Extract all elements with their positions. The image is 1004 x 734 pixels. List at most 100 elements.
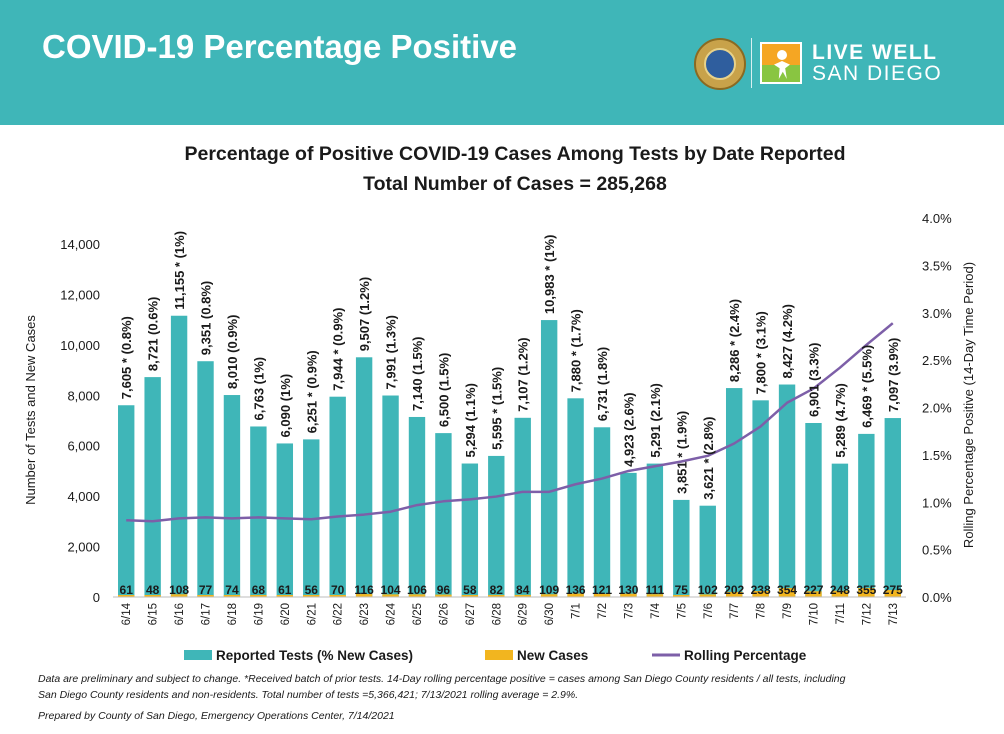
new-cases-bar [435, 594, 452, 597]
y2-tick-label: 3.0% [922, 306, 952, 321]
new-cases-bar [461, 595, 479, 597]
x-tick-label: 7/8 [756, 603, 768, 619]
y2-tick-label: 0.0% [922, 590, 952, 605]
x-tick-label: 6/24 [386, 602, 398, 625]
new-cases-bar [303, 595, 320, 597]
tests-bar [884, 418, 901, 597]
new-cases-data-label: 48 [146, 583, 160, 597]
x-tick-label: 6/17 [201, 603, 213, 625]
y2-tick-label: 1.0% [922, 495, 952, 510]
tests-data-label: 7,605 * (0.8%) [119, 316, 134, 399]
chart-area: Number of Tests and New Cases Rolling Pe… [23, 211, 976, 663]
new-cases-bar [778, 588, 796, 597]
tests-bar [435, 433, 452, 597]
tests-bar [355, 357, 373, 597]
tests-bar [514, 417, 531, 597]
tests-data-label: 8,427 (4.2%) [780, 304, 795, 378]
tests-bar [408, 416, 426, 597]
x-tick-label: 6/14 [121, 602, 133, 625]
x-tick-label: 6/18 [227, 603, 239, 625]
x-tick-label: 7/1 [571, 603, 583, 619]
tests-bar [620, 472, 637, 597]
chart-title: Percentage of Positive COVID-19 Cases Am… [184, 143, 846, 165]
tests-data-label: 7,097 (3.9%) [886, 338, 901, 412]
new-cases-bar [593, 593, 611, 597]
new-cases-data-label: 61 [278, 583, 292, 597]
x-tick-label: 6/15 [148, 603, 160, 625]
y2-tick-label: 1.5% [922, 448, 952, 463]
new-cases-bar [250, 595, 267, 597]
x-tick-label: 7/11 [835, 603, 847, 625]
rolling-percentage-line [126, 322, 894, 523]
new-cases-bar [858, 588, 875, 597]
tests-data-label: 6,251 * (0.9%) [304, 350, 319, 433]
new-cases-data-label: 238 [751, 583, 771, 597]
tests-data-label: 11,155 * (1%) [172, 231, 187, 310]
x-tick-label: 7/3 [623, 603, 635, 619]
x-tick-label: 6/26 [438, 603, 450, 625]
y2-tick-label: 0.5% [922, 543, 952, 558]
x-tick-label: 6/20 [280, 603, 292, 625]
tests-bar [778, 384, 796, 597]
header-banner: COVID-19 Percentage Positive LIVE WELL S… [0, 0, 1004, 125]
tests-data-label: 7,140 (1.5%) [410, 337, 425, 411]
x-tick-label: 6/21 [306, 603, 318, 625]
x-tick-label: 6/29 [518, 603, 530, 625]
new-cases-bar [355, 594, 373, 597]
new-cases-data-label: 75 [675, 583, 689, 597]
new-cases-data-label: 116 [354, 583, 374, 597]
tests-bar [646, 463, 664, 597]
logo-text-line1: LIVE WELL [812, 41, 938, 64]
tests-bar [488, 455, 505, 597]
new-cases-data-label: 70 [331, 583, 345, 597]
new-cases-data-label: 61 [120, 583, 134, 597]
new-cases-bar [725, 591, 743, 597]
new-cases-bar [831, 590, 849, 597]
tests-bar [831, 463, 849, 597]
new-cases-data-label: 248 [830, 583, 850, 597]
legend-swatch-new-cases [485, 650, 513, 660]
footnote-line-2: San Diego County residents and non-resid… [38, 689, 579, 701]
tests-bar [118, 405, 135, 597]
new-cases-data-label: 104 [381, 583, 401, 597]
page-title: COVID-19 Percentage Positive [42, 28, 518, 65]
tests-data-label: 4,923 (2.6%) [621, 392, 636, 466]
y-tick-label: 4,000 [67, 489, 100, 504]
tests-data-label: 6,763 (1%) [251, 357, 266, 421]
y-tick-label: 0 [93, 590, 100, 605]
tests-bar [461, 463, 479, 597]
tests-data-label: 7,944 * (0.9%) [331, 308, 346, 391]
new-cases-bar [805, 591, 822, 597]
y-tick-label: 10,000 [60, 338, 100, 353]
x-tick-label: 6/19 [253, 603, 265, 625]
y2-axis-label: Rolling Percentage Positive (14-Day Time… [961, 262, 976, 548]
new-cases-bar [382, 594, 399, 597]
new-cases-data-label: 102 [698, 583, 718, 597]
x-tick-label: 6/22 [333, 603, 345, 625]
new-cases-bar [144, 595, 161, 597]
tests-data-label: 5,289 (4.7%) [833, 383, 848, 457]
new-cases-data-label: 84 [516, 583, 530, 597]
logo-divider [751, 38, 752, 88]
footnote-line-1: Data are preliminary and subject to chan… [38, 673, 846, 685]
tests-bar [276, 443, 294, 597]
legend-label-tests: Reported Tests (% New Cases) [216, 648, 413, 663]
legend-label-new-cases: New Cases [517, 648, 588, 663]
x-tick-label: 7/13 [888, 603, 900, 625]
y2-tick-label: 2.5% [922, 353, 952, 368]
y-tick-label: 8,000 [67, 388, 100, 403]
new-cases-data-label: 96 [437, 583, 451, 597]
y-tick-label: 14,000 [60, 237, 100, 252]
y-tick-label: 12,000 [60, 287, 100, 302]
new-cases-data-label: 355 [856, 583, 876, 597]
legend-swatch-tests [184, 650, 212, 660]
new-cases-bar [699, 594, 716, 597]
tests-bar [805, 422, 822, 597]
tests-data-label: 6,469 * (5.5%) [859, 345, 874, 428]
tests-bar [382, 395, 399, 597]
y-axis-label: Number of Tests and New Cases [23, 315, 38, 505]
tests-data-label: 7,800 * (3.1%) [754, 311, 769, 394]
new-cases-bar [170, 594, 188, 597]
new-cases-data-label: 106 [407, 583, 427, 597]
y2-tick-label: 3.5% [922, 258, 952, 273]
